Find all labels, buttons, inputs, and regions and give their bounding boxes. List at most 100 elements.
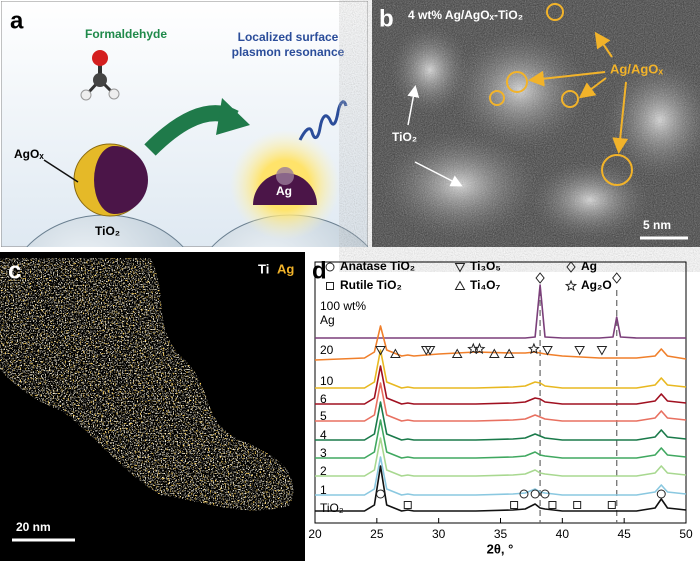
- label: 5 nm: [643, 218, 671, 232]
- particle: [546, 3, 564, 21]
- series-label: 1: [320, 483, 327, 497]
- ag-core: [94, 146, 148, 214]
- noise: [372, 0, 700, 247]
- peak-marker: [403, 501, 412, 509]
- atom-o: [92, 50, 108, 66]
- peak-marker: [656, 489, 666, 499]
- atom-h: [108, 88, 120, 100]
- label: Localized surface plasmon resonance: [231, 30, 345, 59]
- peak-marker: [527, 342, 540, 355]
- legend-symbol: [454, 280, 466, 290]
- legend-label: Rutile TiO₂: [340, 278, 402, 292]
- xrd-curve: [315, 349, 687, 389]
- label: Ti: [258, 261, 269, 276]
- peak-marker: [503, 348, 515, 358]
- x-axis-label: 2θ, °: [487, 541, 514, 556]
- legend-symbol: [454, 263, 466, 273]
- panel-label: a: [10, 7, 24, 34]
- peak-marker: [473, 342, 486, 355]
- xrd-curve: [315, 382, 687, 422]
- label: Formaldehyde: [85, 27, 167, 41]
- peak-marker: [530, 489, 540, 499]
- arrow: [414, 161, 463, 187]
- legend-symbol: [564, 279, 578, 292]
- series-label: 2: [320, 464, 327, 478]
- particle: [506, 71, 528, 93]
- particle: [489, 90, 505, 106]
- xrd-curve: [315, 365, 687, 405]
- peak-marker: [573, 501, 582, 509]
- xrd-curve: [315, 419, 687, 459]
- legend-label: Ti₃O₅: [470, 259, 501, 273]
- xrd-curve: [315, 401, 687, 441]
- xrd-curve: [315, 456, 687, 496]
- panel-label: d: [312, 257, 327, 284]
- peak-marker: [612, 272, 622, 284]
- legend-label: Ag: [581, 259, 597, 273]
- x-tick-label: 25: [370, 527, 384, 541]
- xrd-curve: [315, 284, 686, 339]
- atom-c: [93, 73, 107, 87]
- legend-symbol: [566, 261, 576, 273]
- xrd-curve: [315, 437, 687, 477]
- particle: [561, 90, 579, 108]
- peak-marker: [376, 489, 386, 499]
- x-tick-label: 35: [494, 527, 508, 541]
- arrow: [528, 70, 606, 87]
- peak-marker: [519, 489, 529, 499]
- x-tick-label: 20: [308, 527, 322, 541]
- legend-symbol: [326, 282, 334, 290]
- series-label: 10: [320, 374, 334, 388]
- legend-label: Ag₂O: [581, 278, 612, 292]
- label-box: Localized surface plasmon resonance: [231, 30, 345, 59]
- peak-marker: [542, 346, 553, 356]
- series-label: TiO₂: [320, 501, 344, 515]
- arrow: [578, 77, 607, 99]
- peak-marker: [596, 346, 608, 356]
- arrows: [407, 85, 463, 187]
- panel-c: c Ti Ag 20 nm: [0, 252, 305, 561]
- x-tick-label: 50: [679, 527, 693, 541]
- label: 20 nm: [16, 520, 51, 534]
- pointer: [43, 159, 79, 183]
- particle-circles: [489, 3, 633, 186]
- peak-marker: [424, 346, 436, 356]
- label: Ag: [277, 261, 294, 276]
- atom-h: [80, 89, 92, 101]
- peak-marker: [607, 501, 616, 509]
- panel-label: c: [8, 257, 21, 284]
- highlight: [276, 167, 294, 185]
- legend-symbol: [325, 262, 335, 272]
- panel-b: b 4 wt% Ag/AgOₓ-TiO₂ Ag/AgOₓ TiO₂ 5 nm: [372, 0, 700, 247]
- series-label: 3: [320, 446, 327, 460]
- peak-marker: [488, 348, 500, 358]
- label: TiO₂: [95, 224, 120, 238]
- wave: [298, 100, 348, 141]
- arrow: [594, 31, 613, 58]
- reaction-arrow-head: [216, 98, 250, 135]
- arrow: [612, 81, 629, 154]
- x-tick-label: 40: [556, 527, 570, 541]
- label: 4 wt% Ag/AgOₓ-TiO₂: [408, 8, 523, 22]
- label: AgOₓ: [14, 147, 44, 161]
- peak-marker: [390, 348, 401, 358]
- legend-label: Anatase TiO₂: [340, 259, 415, 273]
- y-axis-label: Intensity, a.u.: [287, 351, 302, 433]
- ag-particle: [253, 173, 317, 205]
- x-tick-label: 30: [432, 527, 446, 541]
- panel-label: b: [379, 5, 394, 32]
- panel-a: a Formaldehyde Localized surface plasmon…: [1, 1, 368, 247]
- peak-marker: [535, 272, 545, 284]
- peak-marker: [548, 501, 557, 509]
- series-label: 4: [320, 428, 327, 442]
- peak-marker: [375, 346, 386, 356]
- series-label: 20: [320, 343, 334, 357]
- arrow: [407, 85, 420, 126]
- series-label: 6: [320, 392, 327, 406]
- peak-marker: [510, 501, 519, 509]
- legend-label: Ti₄O₇: [470, 278, 501, 292]
- particle: [601, 154, 633, 186]
- label: Ag/AgOₓ: [610, 61, 663, 76]
